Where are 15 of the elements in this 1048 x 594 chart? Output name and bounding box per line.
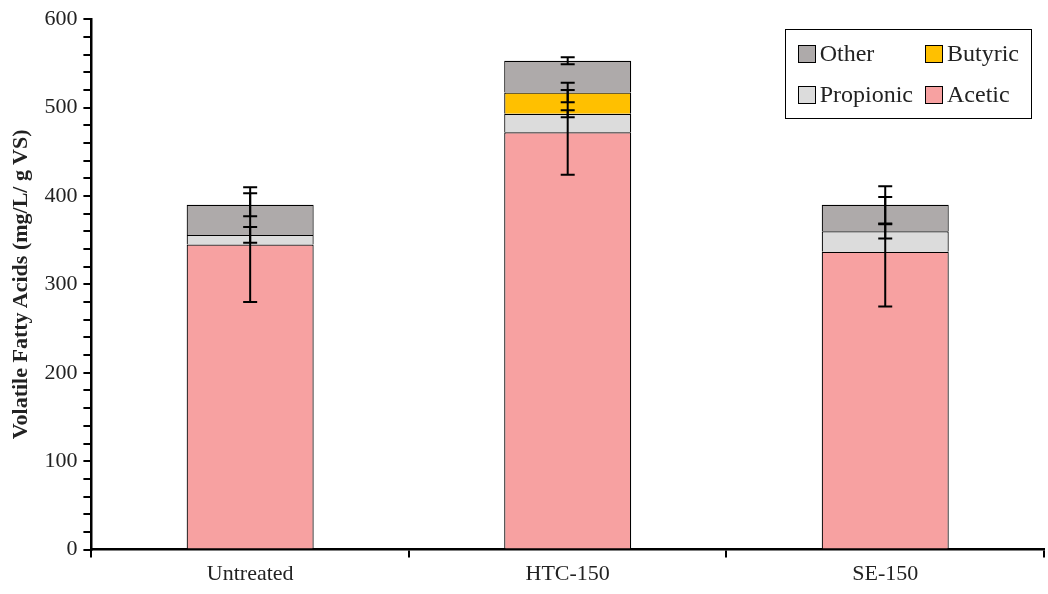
legend-label: Other <box>819 40 875 68</box>
y-tick-label: 0 <box>66 535 78 561</box>
y-tick-label: 400 <box>44 181 78 207</box>
y-axis-title: Volatile Fatty Acids (mg/L/ g VS) <box>6 129 32 440</box>
y-tick-label: 300 <box>44 270 78 296</box>
y-tick-label: 600 <box>44 4 78 30</box>
y-tick-label: 500 <box>44 93 78 119</box>
legend-label: Propionic <box>819 81 913 109</box>
x-tick-label: HTC-150 <box>525 559 610 585</box>
y-tick-label: 200 <box>44 358 78 384</box>
x-tick-label: Untreated <box>206 559 294 585</box>
y-tick-label: 100 <box>44 446 78 472</box>
legend-label: Butyric <box>947 40 1019 68</box>
legend-label: Acetic <box>947 81 1010 109</box>
x-tick-label: SE-150 <box>852 559 919 585</box>
